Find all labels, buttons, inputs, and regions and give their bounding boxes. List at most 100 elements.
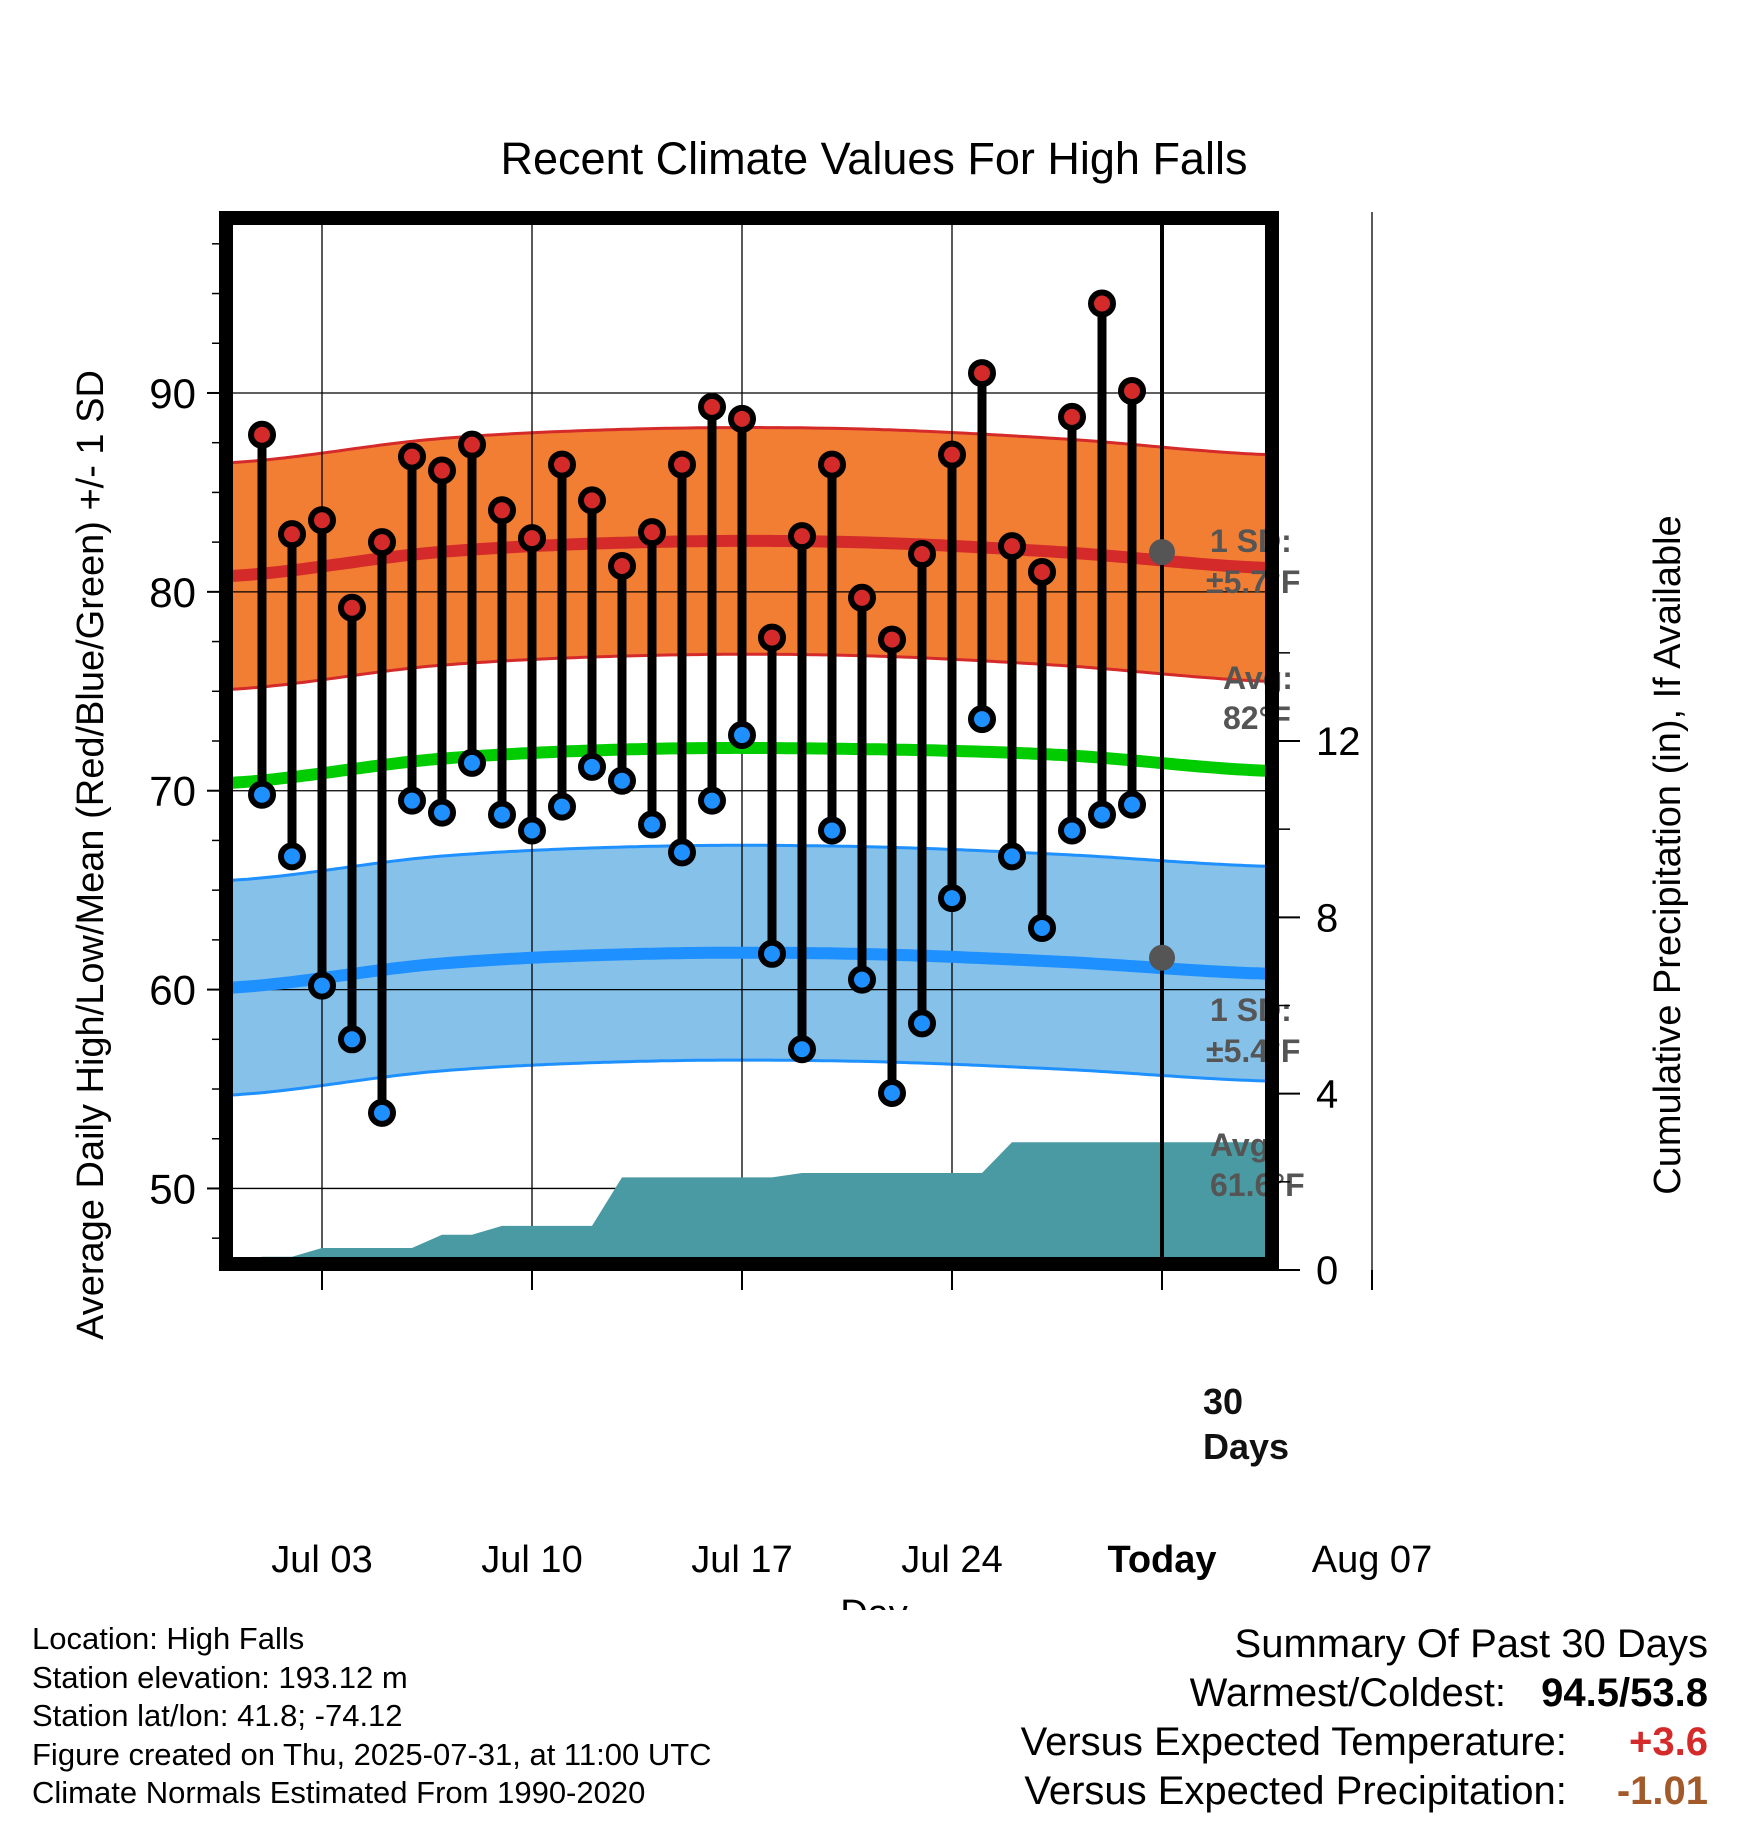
low-band-lower-edge: [231, 1058, 1268, 1097]
warm-label: Warmest/Coldest:: [1189, 1671, 1507, 1715]
cumulative-precip-area: [232, 1142, 1267, 1270]
x-tick-label-0: Jul 03: [271, 1539, 372, 1581]
high-point-24: [938, 440, 966, 469]
low-point-8: [458, 748, 486, 777]
climate-chart: Recent Climate Values For High Falls 1 S…: [70, 133, 1689, 1610]
high-point-23: [908, 540, 936, 569]
low-point-13: [608, 766, 636, 795]
low-point-1: [248, 780, 276, 809]
y-tick-label-90: 90: [149, 370, 196, 417]
high-point-2: [278, 520, 306, 549]
low-point-21: [848, 965, 876, 994]
low-point-27: [1028, 913, 1056, 942]
low-point-4: [338, 1025, 366, 1054]
high-point-6: [398, 442, 426, 471]
high-point-30: [1118, 376, 1146, 405]
low-point-22: [878, 1079, 906, 1108]
low-point-12: [578, 752, 606, 781]
high-point-4: [338, 593, 366, 622]
prec-departure-value: -1.01: [1616, 1769, 1708, 1813]
x-axis-label: Day: [840, 1593, 908, 1610]
low-point-15: [668, 838, 696, 867]
low-point-23: [908, 1009, 936, 1038]
elevation-text: Station elevation: 193.12 m: [32, 1659, 408, 1695]
latlon-text: Station lat/lon: 41.8; -74.12: [32, 1698, 403, 1733]
y-tick-label-80: 80: [149, 569, 196, 616]
high-point-11: [548, 450, 576, 479]
low-point-11: [548, 792, 576, 821]
low-point-29: [1088, 800, 1116, 829]
high-point-9: [488, 496, 516, 525]
warmest-value: 94.5: [1541, 1671, 1620, 1715]
high-point-15: [668, 450, 696, 479]
high-point-26: [998, 532, 1026, 561]
created-text: Figure created on Thu, 2025-07-31, at 11…: [32, 1736, 712, 1772]
high-sd-value: ±5.7°F: [1206, 564, 1300, 600]
low-avg-value: 61.6°F: [1210, 1167, 1305, 1203]
days-count-label: 30: [1203, 1381, 1243, 1422]
high-point-16: [698, 392, 726, 421]
high-point-28: [1058, 402, 1086, 431]
high-point-21: [848, 583, 876, 612]
low-point-30: [1118, 790, 1146, 819]
y2-tick-label-12: 12: [1316, 720, 1361, 764]
high-point-7: [428, 456, 456, 485]
summary-title: Summary Of Past 30 Days: [1234, 1622, 1708, 1666]
location-text: Location: High Falls: [32, 1621, 305, 1656]
summary-panel: Summary Of Past 30 Days Warmest/Coldest:…: [808, 1620, 1708, 1816]
station-info: Location: High Falls Station elevation: …: [32, 1620, 832, 1813]
temp-departure-value: +3.6: [1629, 1720, 1708, 1764]
y2-tick-label-0: 0: [1316, 1249, 1338, 1293]
low-point-25: [968, 705, 996, 734]
high-point-25: [968, 359, 996, 388]
low-point-18: [758, 939, 786, 968]
warm-sep: /: [1619, 1671, 1631, 1715]
x-tick-label-2: Jul 17: [691, 1539, 792, 1581]
plot-frame: [219, 211, 1279, 1271]
high-point-17: [728, 404, 756, 433]
high-point-13: [608, 551, 636, 580]
y-tick-label-50: 50: [149, 1165, 196, 1212]
high-band-lower-edge: [231, 652, 1268, 691]
temp-label: Versus Expected Temperature:: [1020, 1720, 1567, 1764]
low-point-28: [1058, 816, 1086, 845]
high-point-8: [458, 430, 486, 459]
today-high-avg-dot: [1149, 539, 1175, 566]
high-point-20: [818, 450, 846, 479]
low-point-19: [788, 1035, 816, 1064]
low-point-9: [488, 800, 516, 829]
high-point-27: [1028, 557, 1056, 586]
low-sd-value: ±5.4°F: [1206, 1033, 1300, 1069]
low-point-14: [638, 810, 666, 839]
mean-normal-line: [231, 741, 1268, 789]
y2-axis-label: Cumulative Precipitation (in), If Availa…: [1647, 515, 1689, 1194]
high-normal-line: [231, 534, 1268, 582]
high-sd-label: 1 SD:: [1210, 523, 1292, 559]
low-point-7: [428, 798, 456, 827]
low-point-20: [818, 816, 846, 845]
days-word-label: Days: [1203, 1426, 1289, 1467]
high-point-5: [368, 528, 396, 557]
summary-warm-row: Warmest/Coldest: 94.5/53.8: [808, 1669, 1708, 1718]
high-point-3: [308, 506, 336, 535]
high-point-12: [578, 486, 606, 515]
y2-tick-label-8: 8: [1316, 896, 1338, 940]
low-point-16: [698, 786, 726, 815]
coldest-value: 53.8: [1630, 1671, 1708, 1715]
low-point-6: [398, 786, 426, 815]
high-avg-label: Avg:: [1223, 660, 1293, 696]
high-point-10: [518, 524, 546, 553]
low-band-upper-edge: [231, 843, 1268, 882]
high-point-19: [788, 522, 816, 551]
low-point-3: [308, 971, 336, 1000]
y-tick-label-70: 70: [149, 768, 196, 815]
low-point-2: [278, 842, 306, 871]
y2-tick-label-4: 4: [1316, 1073, 1338, 1117]
normals-text: Climate Normals Estimated From 1990-2020: [32, 1775, 646, 1810]
high-point-14: [638, 518, 666, 547]
summary-temp-row: Versus Expected Temperature: +3.6: [808, 1718, 1708, 1767]
today-low-avg-dot: [1149, 944, 1175, 971]
chart-title: Recent Climate Values For High Falls: [501, 133, 1248, 184]
low-point-10: [518, 816, 546, 845]
y-axis-label: Average Daily High/Low/Mean (Red/Blue/Gr…: [70, 370, 112, 1340]
